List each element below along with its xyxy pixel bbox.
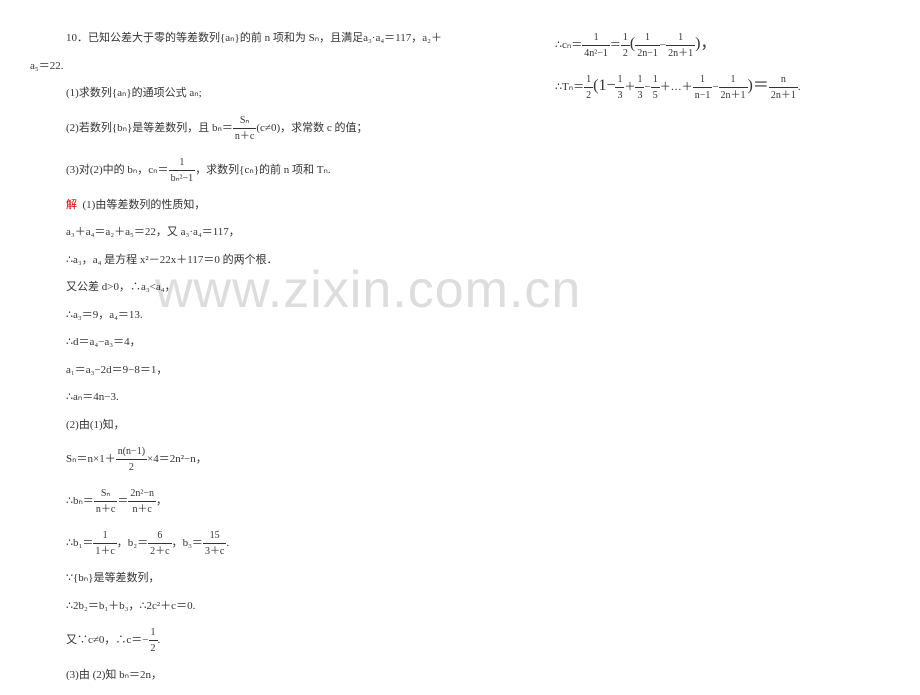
s2-l2: ∴bₙ＝Sₙn＋c＝2n²−nn＋c， (30, 486, 520, 517)
left-column: 10．已知公差大于零的等差数列{aₙ}的前 n 项和为 Sₙ，且满足a₃·a₄＝… (30, 30, 520, 695)
s2-l6-a: 又∵c≠0，∴c＝− (66, 634, 149, 646)
s2-l2-eq: ＝ (117, 495, 128, 507)
sol-label-line: 解 (1)由等差数列的性质知， (30, 197, 520, 214)
s1-l1: a₃＋a₄＝a₂＋a₅＝22，又 a₃·a₄＝117， (30, 224, 520, 241)
r1-f2: 12 (621, 30, 630, 61)
s1-l5: ∴d＝a₄−a₃＝4， (30, 334, 520, 351)
stem-a: 已知公差大于零的等差数列{aₙ}的前 n 项和为 Sₙ，且满足a₃·a₄＝117… (88, 32, 442, 44)
problem-stem-line1: 10．已知公差大于零的等差数列{aₙ}的前 n 项和为 Sₙ，且满足a₃·a₄＝… (30, 30, 520, 47)
s3-intro: (3)由 (2)知 bₙ＝2n， (30, 667, 520, 684)
s2-l2-f1: Sₙn＋c (94, 486, 117, 517)
r1-f4: 12n＋1 (666, 30, 695, 61)
problem-number: 10． (66, 32, 88, 44)
r1-rp: )， (695, 35, 716, 52)
s1-l2: ∴a₃，a₄ 是方程 x²－22x＋117＝0 的两个根． (30, 252, 520, 269)
q3-a: (3)对(2)中的 bₙ，cₙ＝ (66, 164, 169, 176)
s2-l3-f1: 11＋c (93, 528, 116, 559)
r2-f4: 1n−1 (693, 72, 713, 103)
s2-l3-c: ，b₃＝ (172, 537, 203, 549)
s2-l1-a: Sₙ＝n×1＋ (66, 453, 116, 465)
q3: (3)对(2)中的 bₙ，cₙ＝1bₙ²−1，求数列{cₙ}的前 n 项和 Tₙ… (30, 155, 520, 186)
s2-l2-a: ∴bₙ＝ (66, 495, 94, 507)
r2-f5: 12n＋1 (719, 72, 748, 103)
problem-stem-line2: a₅＝22. (30, 58, 520, 75)
s2-l2-f2: 2n²−nn＋c (128, 486, 156, 517)
r2-p1: ＋ (624, 81, 635, 93)
r1: ∴cₙ＝14n²−1＝12(12n−1−12n＋1)， (555, 30, 895, 61)
solution-label: 解 (66, 199, 77, 211)
s2-l3-f3: 153＋c (203, 528, 226, 559)
s2-l6-b: . (158, 634, 161, 646)
s1-l3: 又公差 d>0，∴a₃<a₄， (30, 279, 520, 296)
r2-rp: )＝ (748, 77, 769, 94)
r1-eq: ＝ (610, 39, 621, 51)
q2-a: (2)若数列{bₙ}是等差数列，且 bₙ＝ (66, 122, 233, 134)
r2-end: . (798, 81, 801, 93)
r1-f1: 14n²−1 (582, 30, 610, 61)
s2-l4: ∵{bₙ}是等差数列， (30, 570, 520, 587)
r2-f3: 15 (651, 72, 660, 103)
s2-l3-d: . (226, 537, 229, 549)
s2-l1: Sₙ＝n×1＋n(n−1)2×4＝2n²−n， (30, 444, 520, 475)
r2-half: 12 (584, 72, 593, 103)
r2-lp: (1− (593, 77, 615, 94)
r1-a: ∴cₙ＝ (555, 39, 582, 51)
s2-l1-b: ×4＝2n²−n， (147, 453, 207, 465)
q2-frac: Sₙn＋c (233, 113, 256, 144)
s2-l3: ∴b₁＝11＋c，b₂＝62＋c，b₃＝153＋c. (30, 528, 520, 559)
s2-l3-b: ，b₂＝ (117, 537, 148, 549)
r2-result: n2n＋1 (769, 72, 798, 103)
r2: ∴Tₙ＝12(1−13＋13−15＋…＋1n−1−12n＋1)＝n2n＋1. (555, 72, 895, 103)
s1-intro: (1)由等差数列的性质知， (83, 199, 206, 211)
s2-l5: ∴2b₂＝b₁＋b₃，∴2c²＋c＝0. (30, 598, 520, 615)
q3-b: ，求数列{cₙ}的前 n 项和 Tₙ. (195, 164, 330, 176)
s2-l6: 又∵c≠0，∴c＝−12. (30, 625, 520, 656)
q2: (2)若数列{bₙ}是等差数列，且 bₙ＝Sₙn＋c(c≠0)，求常数 c 的值… (30, 113, 520, 144)
right-column: ∴cₙ＝14n²−1＝12(12n−1−12n＋1)， ∴Tₙ＝12(1−13＋… (555, 30, 895, 114)
s2-l3-a: ∴b₁＝ (66, 537, 93, 549)
q3-frac: 1bₙ²−1 (169, 155, 196, 186)
q1: (1)求数列{aₙ}的通项公式 aₙ; (30, 85, 520, 102)
s2-intro: (2)由(1)知， (30, 417, 520, 434)
s2-l2-b: ， (156, 495, 167, 507)
r1-f3: 12n−1 (635, 30, 660, 61)
q2-b: (c≠0)，求常数 c 的值； (256, 122, 367, 134)
r2-a: ∴Tₙ＝ (555, 81, 584, 93)
s1-l6: a₁＝a₃−2d＝9−8＝1， (30, 362, 520, 379)
s2-l1-frac: n(n−1)2 (116, 444, 147, 475)
s1-l7: ∴aₙ＝4n−3. (30, 389, 520, 406)
s2-l3-f2: 62＋c (148, 528, 171, 559)
s2-l6-frac: 12 (149, 625, 158, 656)
s1-l4: ∴a₃＝9，a₄＝13. (30, 307, 520, 324)
r2-dots: ＋…＋ (660, 81, 693, 93)
